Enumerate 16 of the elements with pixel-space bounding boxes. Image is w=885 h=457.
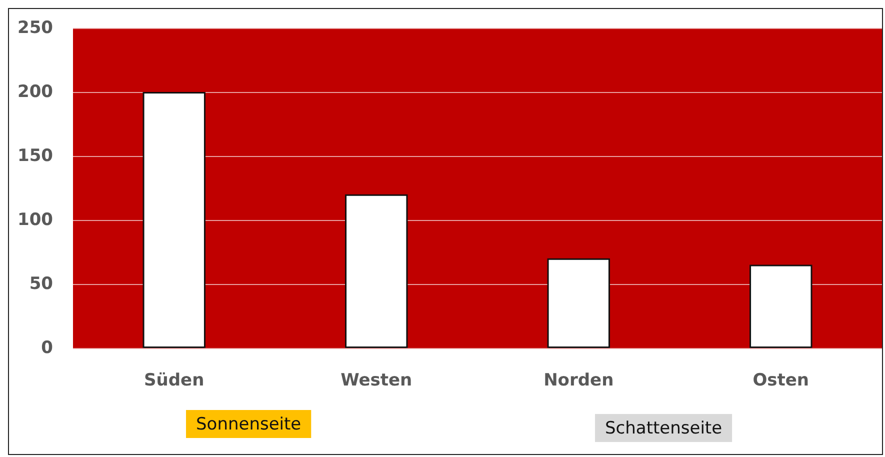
x-tick-label: Osten bbox=[752, 370, 810, 390]
x-tick-label: Norden bbox=[544, 370, 614, 390]
y-tick-label: 50 bbox=[29, 274, 54, 294]
y-tick-label: 0 bbox=[41, 338, 54, 358]
bar bbox=[750, 264, 812, 348]
bar bbox=[142, 92, 206, 348]
y-tick-label: 200 bbox=[18, 82, 54, 102]
bar bbox=[345, 194, 408, 348]
bar bbox=[547, 258, 610, 348]
y-tick-label: 250 bbox=[18, 18, 54, 38]
y-tick-label: 150 bbox=[18, 146, 54, 166]
y-tick-label: 100 bbox=[18, 210, 54, 230]
text: Schattenseite bbox=[605, 418, 722, 438]
x-tick-label: Westen bbox=[340, 370, 412, 390]
text: Sonnenseite bbox=[196, 414, 302, 434]
x-tick-label: Süden bbox=[144, 370, 204, 390]
